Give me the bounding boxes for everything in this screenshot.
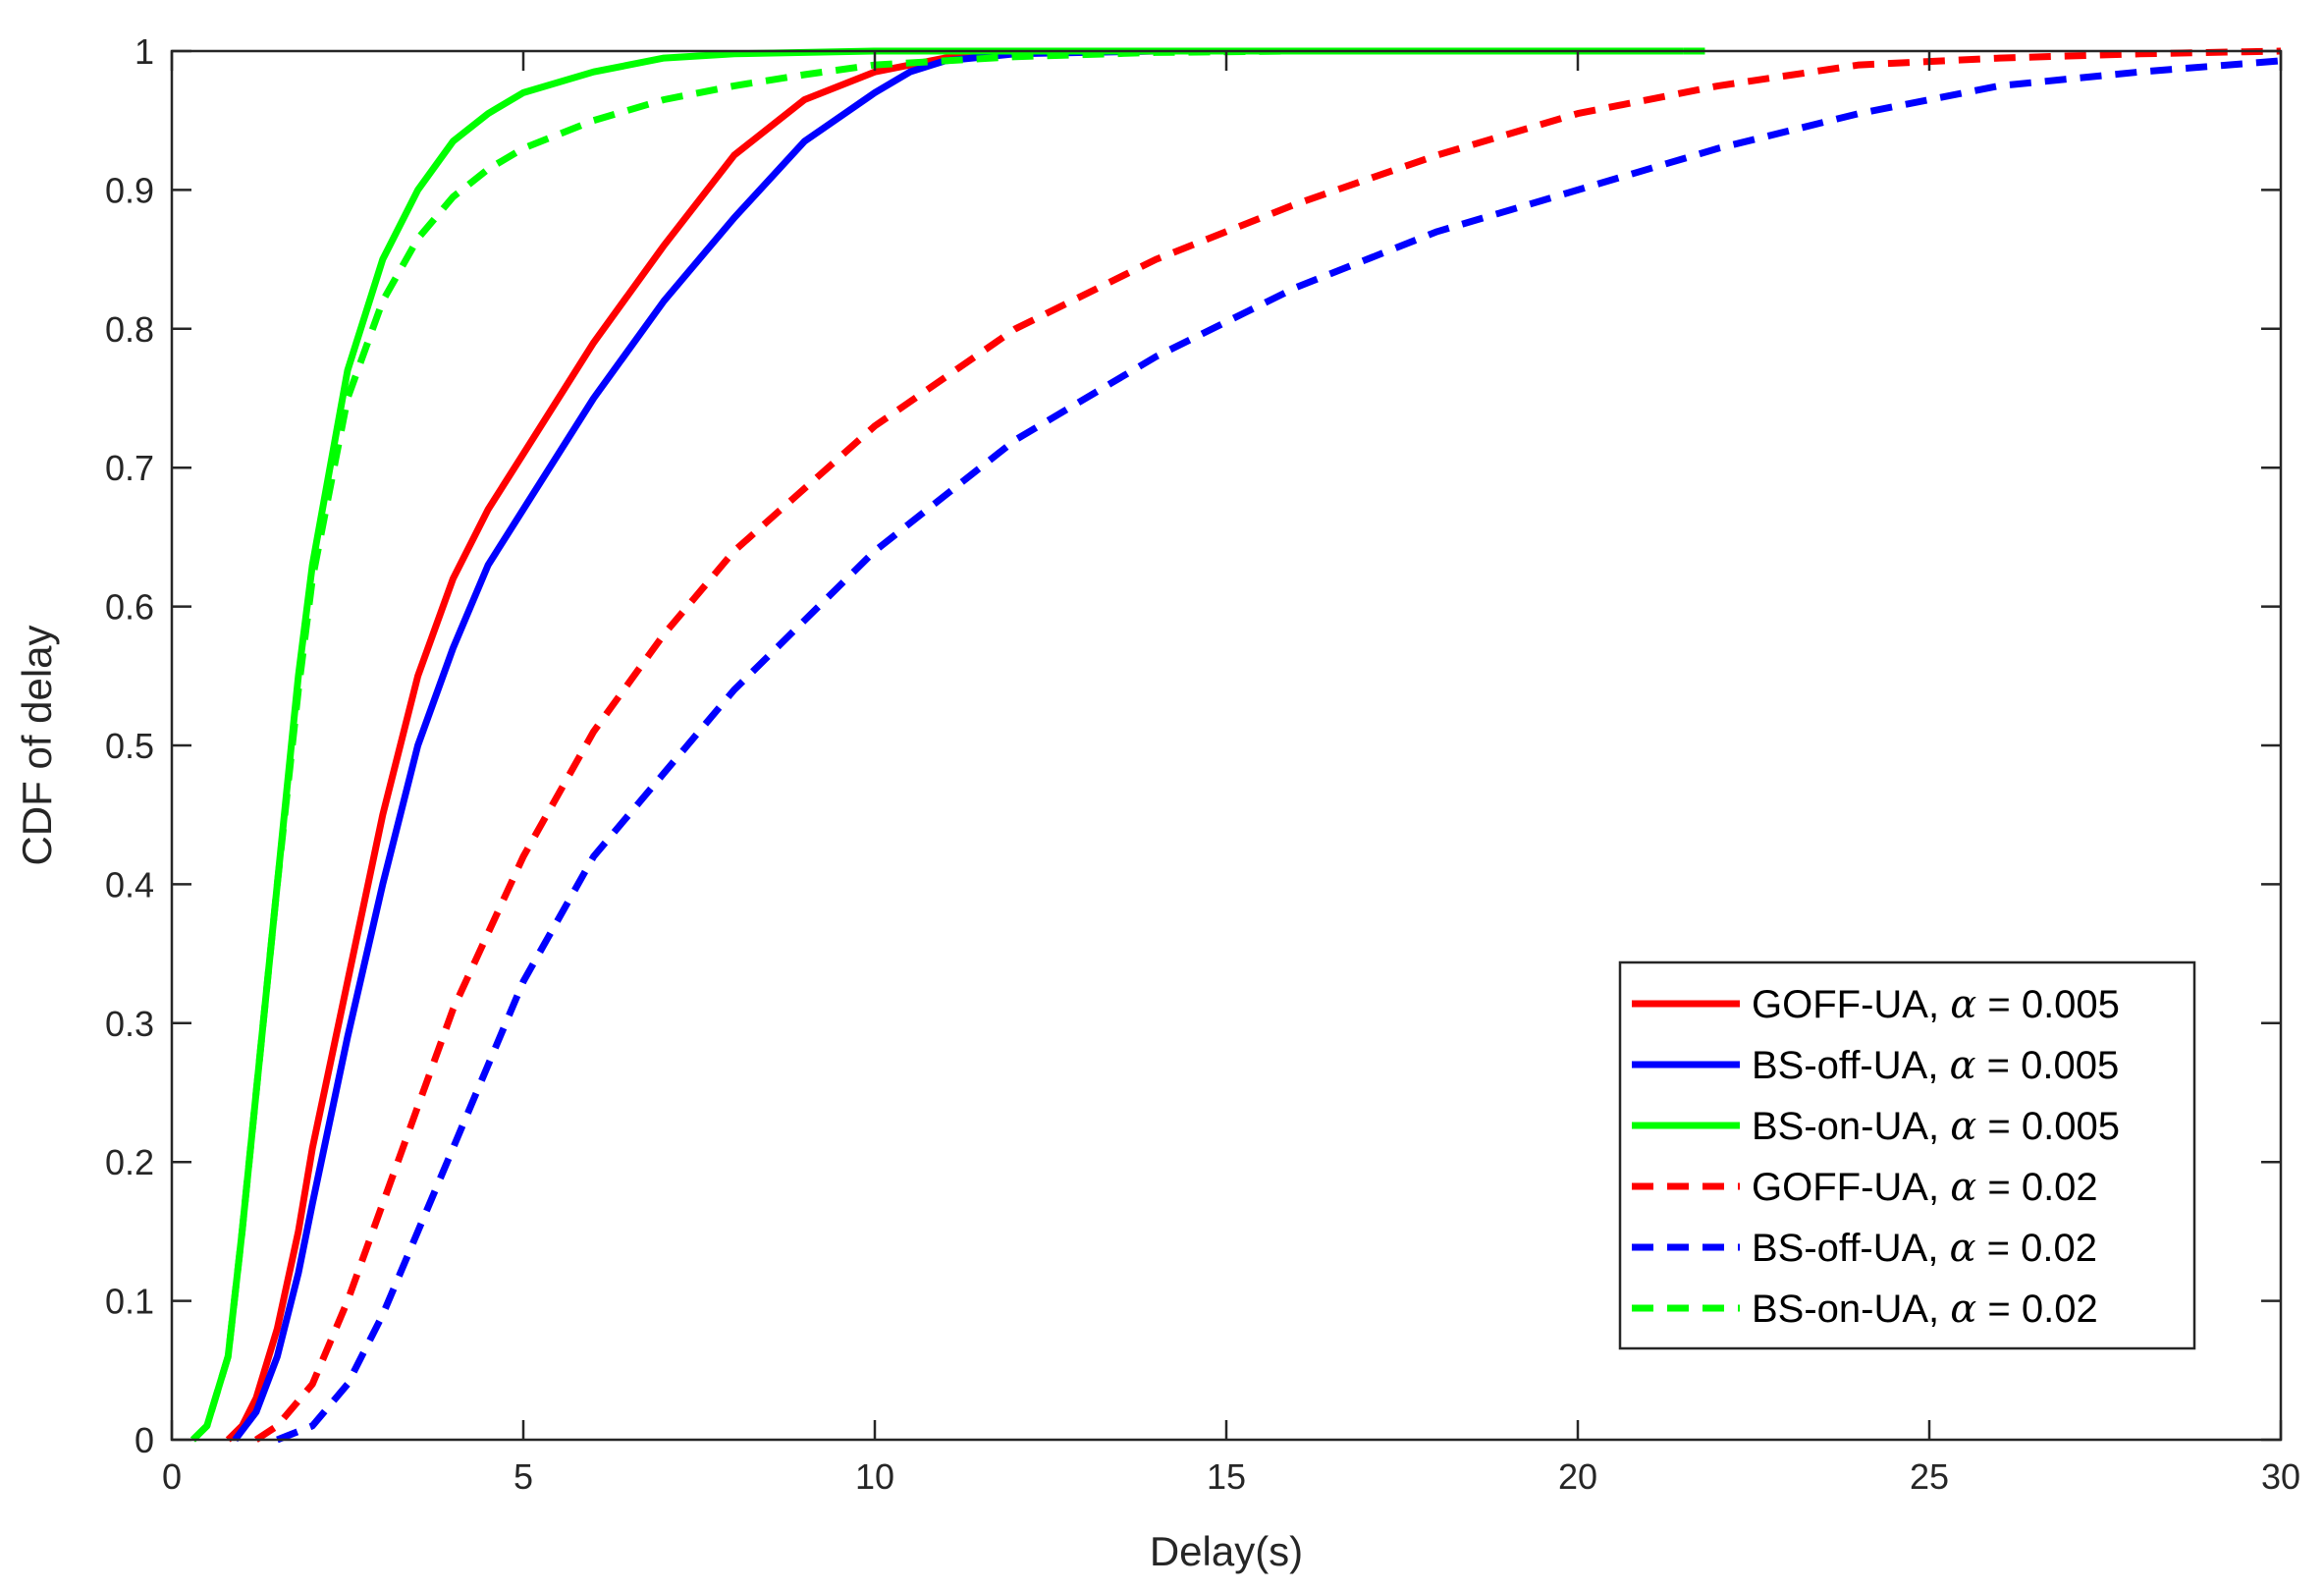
- y-tick-label: 0.1: [105, 1282, 154, 1322]
- x-tick-label: 30: [2261, 1456, 2300, 1497]
- series-line-1: [225, 47, 1157, 1443]
- legend-label-5: BS-off-UA, α = 0.02: [1752, 1226, 2097, 1271]
- x-axis-label: Delay(s): [1150, 1528, 1303, 1574]
- x-tick-label: 25: [1910, 1456, 1949, 1497]
- series-line-5: [276, 57, 2282, 1444]
- y-tick-label: 0.5: [105, 726, 154, 766]
- axes-layer: 0 5 10 15 20 25 30 0 0.1 0.2 0.3 0.4 0.5 0.6 0.7 0.8 0.9…: [14, 31, 2300, 1574]
- y-tick-label: 0.6: [105, 587, 154, 628]
- y-tick-label: 0.9: [105, 170, 154, 210]
- legend: GOFF-UA, α = 0.005 BS-off-UA, α = 0.005 BS…: [1618, 960, 2196, 1350]
- x-tick-label: 15: [1207, 1456, 1246, 1497]
- x-tick-label: 10: [855, 1456, 894, 1497]
- legend-label-2: BS-off-UA, α = 0.005: [1752, 1043, 2119, 1088]
- legend-box: [1618, 960, 2196, 1350]
- y-axis-label: CDF of delay: [14, 625, 60, 865]
- y-tick-label: 0.4: [105, 864, 154, 905]
- y-tick-label: 0.7: [105, 448, 154, 488]
- legend-label-1: GOFF-UA, α = 0.005: [1752, 982, 2120, 1027]
- y-tick-label: 0: [135, 1420, 154, 1460]
- legend-label-6: BS-on-UA, α = 0.02: [1752, 1287, 2098, 1332]
- x-tick-label: 0: [162, 1456, 182, 1497]
- series-line-4: [253, 47, 2282, 1443]
- legend-label-3: BS-on-UA, α = 0.005: [1752, 1104, 2120, 1149]
- y-tick-label: 0.3: [105, 1004, 154, 1044]
- series-layer: [190, 47, 2282, 1444]
- y-tick-label: 1: [135, 31, 154, 72]
- x-tick-label: 5: [513, 1456, 533, 1497]
- y-tick-label: 0.8: [105, 309, 154, 350]
- series-line-6: [190, 47, 1719, 1443]
- x-tick-label: 20: [1558, 1456, 1597, 1497]
- series-line-2: [232, 47, 1157, 1443]
- y-tick-label: 0.2: [105, 1142, 154, 1182]
- legend-label-4: GOFF-UA, α = 0.02: [1752, 1165, 2098, 1210]
- series-line-3: [190, 47, 1684, 1443]
